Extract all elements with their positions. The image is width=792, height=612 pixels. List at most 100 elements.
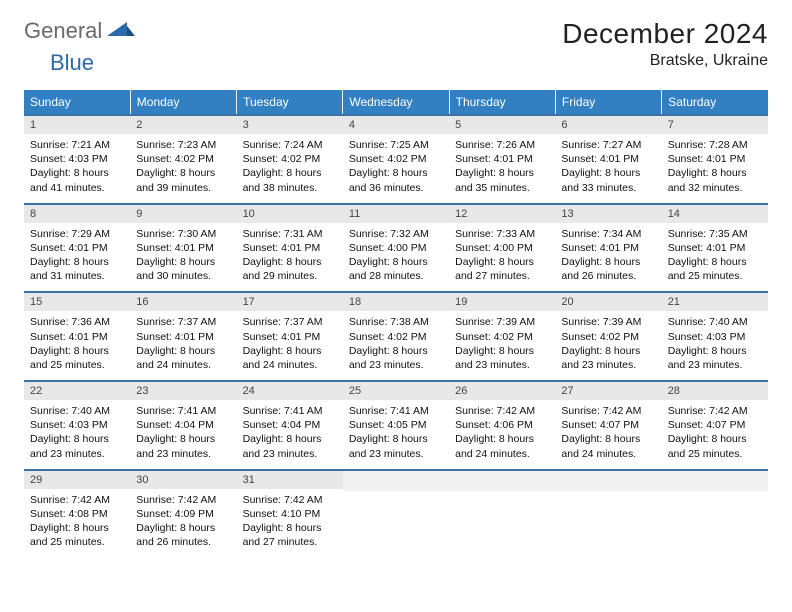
day-details: Sunrise: 7:25 AMSunset: 4:02 PMDaylight:…: [343, 134, 449, 203]
day-number: 12: [449, 205, 555, 223]
calendar-day-cell: [555, 470, 661, 558]
weekday-header: Thursday: [449, 90, 555, 115]
day-number: 24: [237, 382, 343, 400]
weekday-header: Sunday: [24, 90, 130, 115]
weekday-header: Tuesday: [237, 90, 343, 115]
day-details: Sunrise: 7:34 AMSunset: 4:01 PMDaylight:…: [555, 223, 661, 292]
weekday-header: Saturday: [662, 90, 768, 115]
day-number: 9: [130, 205, 236, 223]
day-number: 22: [24, 382, 130, 400]
day-number: 20: [555, 293, 661, 311]
calendar-day-cell: [662, 470, 768, 558]
day-number: 28: [662, 382, 768, 400]
calendar-day-cell: [449, 470, 555, 558]
day-details: Sunrise: 7:42 AMSunset: 4:09 PMDaylight:…: [130, 489, 236, 558]
calendar-day-cell: 12Sunrise: 7:33 AMSunset: 4:00 PMDayligh…: [449, 204, 555, 293]
day-number: 31: [237, 471, 343, 489]
calendar-day-cell: 7Sunrise: 7:28 AMSunset: 4:01 PMDaylight…: [662, 115, 768, 204]
day-number: 19: [449, 293, 555, 311]
calendar-day-cell: 31Sunrise: 7:42 AMSunset: 4:10 PMDayligh…: [237, 470, 343, 558]
logo-text-general: General: [24, 18, 102, 44]
day-number: 15: [24, 293, 130, 311]
day-details: Sunrise: 7:23 AMSunset: 4:02 PMDaylight:…: [130, 134, 236, 203]
calendar-day-cell: 27Sunrise: 7:42 AMSunset: 4:07 PMDayligh…: [555, 381, 661, 470]
day-details: Sunrise: 7:26 AMSunset: 4:01 PMDaylight:…: [449, 134, 555, 203]
calendar-week-row: 1Sunrise: 7:21 AMSunset: 4:03 PMDaylight…: [24, 115, 768, 204]
calendar-day-cell: 21Sunrise: 7:40 AMSunset: 4:03 PMDayligh…: [662, 292, 768, 381]
calendar-week-row: 15Sunrise: 7:36 AMSunset: 4:01 PMDayligh…: [24, 292, 768, 381]
calendar-day-cell: 5Sunrise: 7:26 AMSunset: 4:01 PMDaylight…: [449, 115, 555, 204]
calendar-day-cell: 20Sunrise: 7:39 AMSunset: 4:02 PMDayligh…: [555, 292, 661, 381]
day-number-empty: [449, 471, 555, 491]
calendar-day-cell: 4Sunrise: 7:25 AMSunset: 4:02 PMDaylight…: [343, 115, 449, 204]
day-number: 8: [24, 205, 130, 223]
calendar-day-cell: 18Sunrise: 7:38 AMSunset: 4:02 PMDayligh…: [343, 292, 449, 381]
day-details: Sunrise: 7:40 AMSunset: 4:03 PMDaylight:…: [24, 400, 130, 469]
day-details: Sunrise: 7:35 AMSunset: 4:01 PMDaylight:…: [662, 223, 768, 292]
calendar-day-cell: [343, 470, 449, 558]
day-number-empty: [343, 471, 449, 491]
day-details: Sunrise: 7:33 AMSunset: 4:00 PMDaylight:…: [449, 223, 555, 292]
day-number-empty: [662, 471, 768, 491]
day-details: Sunrise: 7:42 AMSunset: 4:07 PMDaylight:…: [555, 400, 661, 469]
calendar-day-cell: 19Sunrise: 7:39 AMSunset: 4:02 PMDayligh…: [449, 292, 555, 381]
calendar-week-row: 8Sunrise: 7:29 AMSunset: 4:01 PMDaylight…: [24, 204, 768, 293]
calendar-day-cell: 6Sunrise: 7:27 AMSunset: 4:01 PMDaylight…: [555, 115, 661, 204]
day-details: Sunrise: 7:39 AMSunset: 4:02 PMDaylight:…: [449, 311, 555, 380]
day-details: Sunrise: 7:36 AMSunset: 4:01 PMDaylight:…: [24, 311, 130, 380]
calendar-week-row: 22Sunrise: 7:40 AMSunset: 4:03 PMDayligh…: [24, 381, 768, 470]
calendar-table: Sunday Monday Tuesday Wednesday Thursday…: [24, 90, 768, 557]
day-details: Sunrise: 7:24 AMSunset: 4:02 PMDaylight:…: [237, 134, 343, 203]
weekday-header-row: Sunday Monday Tuesday Wednesday Thursday…: [24, 90, 768, 115]
day-details: Sunrise: 7:32 AMSunset: 4:00 PMDaylight:…: [343, 223, 449, 292]
calendar-day-cell: 9Sunrise: 7:30 AMSunset: 4:01 PMDaylight…: [130, 204, 236, 293]
day-details: Sunrise: 7:40 AMSunset: 4:03 PMDaylight:…: [662, 311, 768, 380]
calendar-day-cell: 26Sunrise: 7:42 AMSunset: 4:06 PMDayligh…: [449, 381, 555, 470]
day-details: Sunrise: 7:28 AMSunset: 4:01 PMDaylight:…: [662, 134, 768, 203]
day-number: 7: [662, 116, 768, 134]
day-details: Sunrise: 7:31 AMSunset: 4:01 PMDaylight:…: [237, 223, 343, 292]
day-details: Sunrise: 7:41 AMSunset: 4:05 PMDaylight:…: [343, 400, 449, 469]
calendar-day-cell: 10Sunrise: 7:31 AMSunset: 4:01 PMDayligh…: [237, 204, 343, 293]
day-details: Sunrise: 7:37 AMSunset: 4:01 PMDaylight:…: [237, 311, 343, 380]
calendar-day-cell: 28Sunrise: 7:42 AMSunset: 4:07 PMDayligh…: [662, 381, 768, 470]
day-number: 1: [24, 116, 130, 134]
month-title: December 2024: [562, 18, 768, 50]
calendar-day-cell: 25Sunrise: 7:41 AMSunset: 4:05 PMDayligh…: [343, 381, 449, 470]
day-details: Sunrise: 7:42 AMSunset: 4:08 PMDaylight:…: [24, 489, 130, 558]
weekday-header: Monday: [130, 90, 236, 115]
day-details: Sunrise: 7:41 AMSunset: 4:04 PMDaylight:…: [130, 400, 236, 469]
day-number: 2: [130, 116, 236, 134]
day-number: 26: [449, 382, 555, 400]
calendar-day-cell: 30Sunrise: 7:42 AMSunset: 4:09 PMDayligh…: [130, 470, 236, 558]
day-details: Sunrise: 7:41 AMSunset: 4:04 PMDaylight:…: [237, 400, 343, 469]
day-number: 29: [24, 471, 130, 489]
day-details: Sunrise: 7:42 AMSunset: 4:07 PMDaylight:…: [662, 400, 768, 469]
day-details: Sunrise: 7:21 AMSunset: 4:03 PMDaylight:…: [24, 134, 130, 203]
day-details: Sunrise: 7:27 AMSunset: 4:01 PMDaylight:…: [555, 134, 661, 203]
day-number: 17: [237, 293, 343, 311]
day-number: 11: [343, 205, 449, 223]
weekday-header: Wednesday: [343, 90, 449, 115]
day-details: Sunrise: 7:39 AMSunset: 4:02 PMDaylight:…: [555, 311, 661, 380]
calendar-day-cell: 16Sunrise: 7:37 AMSunset: 4:01 PMDayligh…: [130, 292, 236, 381]
day-number: 5: [449, 116, 555, 134]
calendar-day-cell: 8Sunrise: 7:29 AMSunset: 4:01 PMDaylight…: [24, 204, 130, 293]
day-number: 18: [343, 293, 449, 311]
day-number: 21: [662, 293, 768, 311]
logo: General: [24, 18, 137, 44]
day-number: 3: [237, 116, 343, 134]
day-details: Sunrise: 7:29 AMSunset: 4:01 PMDaylight:…: [24, 223, 130, 292]
logo-text-blue: Blue: [50, 50, 94, 75]
calendar-day-cell: 3Sunrise: 7:24 AMSunset: 4:02 PMDaylight…: [237, 115, 343, 204]
calendar-day-cell: 24Sunrise: 7:41 AMSunset: 4:04 PMDayligh…: [237, 381, 343, 470]
calendar-day-cell: 11Sunrise: 7:32 AMSunset: 4:00 PMDayligh…: [343, 204, 449, 293]
calendar-day-cell: 15Sunrise: 7:36 AMSunset: 4:01 PMDayligh…: [24, 292, 130, 381]
weekday-header: Friday: [555, 90, 661, 115]
day-number: 27: [555, 382, 661, 400]
day-number: 16: [130, 293, 236, 311]
calendar-day-cell: 13Sunrise: 7:34 AMSunset: 4:01 PMDayligh…: [555, 204, 661, 293]
calendar-day-cell: 22Sunrise: 7:40 AMSunset: 4:03 PMDayligh…: [24, 381, 130, 470]
calendar-day-cell: 23Sunrise: 7:41 AMSunset: 4:04 PMDayligh…: [130, 381, 236, 470]
day-number: 14: [662, 205, 768, 223]
